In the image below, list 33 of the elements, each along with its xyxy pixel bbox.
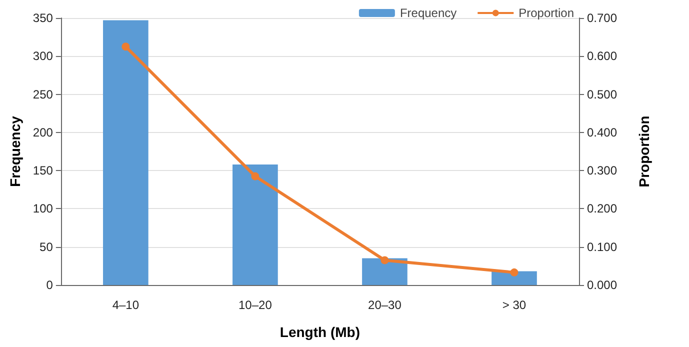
point xyxy=(251,172,260,180)
y-tick-label: 300 xyxy=(32,49,54,64)
y2-tick-label: 0.500 xyxy=(587,87,618,102)
y-tick-label: 100 xyxy=(32,202,54,216)
point xyxy=(510,268,518,276)
bar xyxy=(492,271,537,285)
y2-tick-label: 0.100 xyxy=(587,240,618,254)
point xyxy=(380,256,389,264)
y2-tick-label: 0.300 xyxy=(587,164,618,178)
x-axis-title: Length (Mb) xyxy=(280,324,360,340)
bar xyxy=(362,258,408,285)
y-tick-label: 150 xyxy=(32,164,54,178)
y2-tick-label: 0.600 xyxy=(587,49,618,64)
y2-axis-title: Proportion xyxy=(636,116,652,188)
y-tick-label: 250 xyxy=(32,87,54,102)
y2-tick-label: 0.400 xyxy=(587,125,618,140)
y-tick-label: 0 xyxy=(46,278,54,292)
bar xyxy=(103,20,148,285)
y-tick-label: 350 xyxy=(32,11,54,25)
legend-label: Proportion xyxy=(518,6,574,20)
y-tick-label: 50 xyxy=(40,240,54,254)
x-tick-label: > 30 xyxy=(502,298,526,312)
x-tick-label: 4–10 xyxy=(112,298,140,312)
y-axis-title: Frequency xyxy=(7,116,23,187)
y2-tick-label: 0.700 xyxy=(587,11,618,25)
y2-tick-label: 0.000 xyxy=(587,278,618,292)
x-tick-label: 10–20 xyxy=(238,298,272,312)
bar xyxy=(232,164,278,285)
point xyxy=(122,42,130,51)
y-tick-label: 200 xyxy=(32,125,54,140)
y2-tick-label: 0.200 xyxy=(587,202,618,216)
x-tick-label: 20–30 xyxy=(368,298,402,312)
legend-label: Frequency xyxy=(400,6,457,20)
